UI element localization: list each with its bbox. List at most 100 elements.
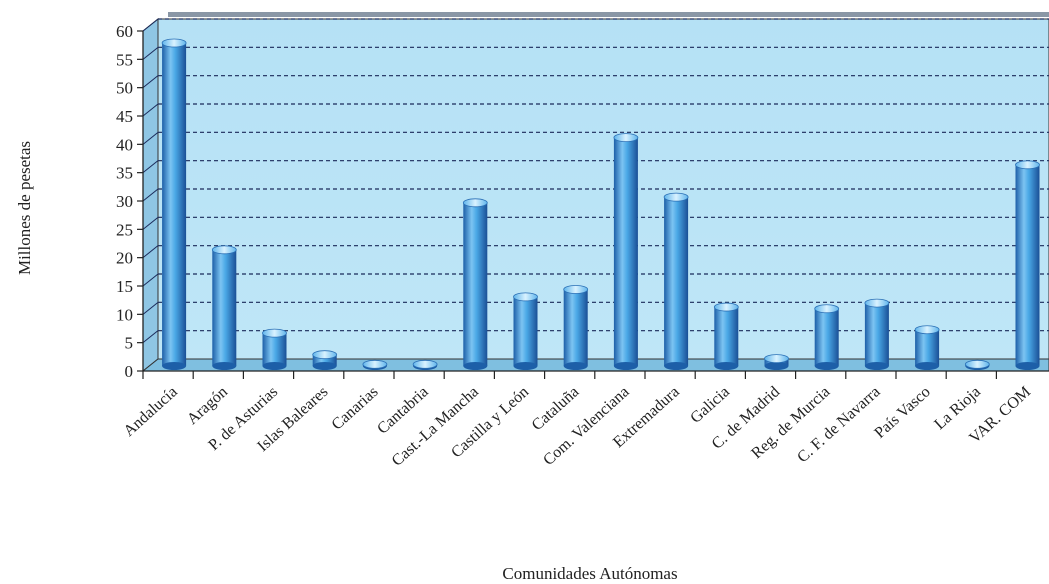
bar-cap xyxy=(211,245,237,255)
y-axis-title: Millones de pesetas xyxy=(15,141,34,275)
gridline-diagonal xyxy=(142,216,159,230)
x-tick-label: Andalucía xyxy=(121,383,181,440)
bar-base xyxy=(915,362,940,370)
bar-body xyxy=(312,354,337,366)
bar-cap xyxy=(362,359,388,369)
x-tick-label: Canarias xyxy=(329,383,382,433)
bar-base xyxy=(714,362,739,370)
bar-cap xyxy=(663,192,689,202)
bar-body xyxy=(714,307,739,366)
y-tick-label: 50 xyxy=(116,79,133,98)
x-tick-label: Aragón xyxy=(184,383,231,428)
bar xyxy=(161,38,187,370)
y-tick-label: 35 xyxy=(116,164,133,183)
bar-base xyxy=(563,362,588,370)
bar-cap xyxy=(814,304,840,314)
bar xyxy=(513,292,538,370)
x-axis-title: Comunidades Autónomas xyxy=(502,564,677,583)
x-tick-label: Galicia xyxy=(687,383,733,427)
y-tick-label: 20 xyxy=(116,249,133,268)
bar-body xyxy=(162,43,187,366)
bar xyxy=(663,192,689,370)
bar xyxy=(462,198,488,370)
y-tick-label: 45 xyxy=(116,107,133,126)
bars xyxy=(161,38,1040,370)
bar-cap xyxy=(613,133,639,143)
bar-cap xyxy=(764,354,789,364)
bar-cap xyxy=(513,292,538,302)
bar xyxy=(412,359,438,370)
bar-cap xyxy=(914,325,940,335)
bar-base xyxy=(513,362,538,370)
bar-base xyxy=(1015,362,1040,370)
gridline-diagonal xyxy=(142,131,159,145)
gridline-diagonal xyxy=(142,75,159,89)
y-tick-label: 25 xyxy=(116,220,133,239)
gridline-diagonal xyxy=(142,46,159,60)
bar-body xyxy=(814,308,839,366)
bar-base xyxy=(162,362,187,370)
x-tick-label: Com. Valenciana xyxy=(540,383,632,469)
bar-body xyxy=(463,202,488,366)
bar-body xyxy=(664,197,689,366)
bar-base xyxy=(613,362,638,370)
bar-body xyxy=(1015,164,1040,366)
y-tick-label: 10 xyxy=(116,305,133,324)
bar-body xyxy=(212,249,237,366)
bar-cap xyxy=(462,198,488,208)
bar-body xyxy=(864,303,889,366)
bar xyxy=(262,328,287,370)
gridline-diagonal xyxy=(142,301,159,315)
bar-base xyxy=(864,362,889,370)
y-tick-label: 0 xyxy=(125,362,134,381)
bar xyxy=(764,354,789,370)
bar-body xyxy=(613,137,638,366)
gridlines xyxy=(142,18,1049,344)
bar-body xyxy=(563,289,588,366)
plot-area: 0 5 10 15 20 25 30 35 40 45 50 55 60 Andalucía Aragón… xyxy=(116,12,1049,470)
y-tick-label: 40 xyxy=(116,135,133,154)
bar xyxy=(211,245,237,370)
top-band xyxy=(168,12,1049,17)
y-tick-label: 5 xyxy=(125,334,134,353)
y-tick-label: 60 xyxy=(116,22,133,41)
bar-body xyxy=(915,329,940,366)
bar xyxy=(713,302,739,370)
bar-cap xyxy=(161,38,187,48)
gridline-diagonal xyxy=(142,273,159,287)
gridline-diagonal xyxy=(142,245,159,259)
bar xyxy=(312,350,338,370)
x-tick-label: País Vasco xyxy=(871,383,933,442)
bar xyxy=(1015,160,1040,370)
bar xyxy=(964,359,990,370)
gridline-diagonal xyxy=(142,188,159,202)
bar-cap xyxy=(713,302,739,312)
bar-base xyxy=(262,362,287,370)
bar-cap xyxy=(864,298,890,308)
bar-cap xyxy=(262,328,287,338)
bar-cap xyxy=(412,359,438,369)
bar xyxy=(613,133,639,370)
bar-base xyxy=(463,362,488,370)
bar-cap xyxy=(312,350,338,360)
x-tick-label: Cast.-La Mancha xyxy=(389,383,482,469)
bar xyxy=(914,325,940,370)
bar-base xyxy=(764,362,789,370)
bar-cap xyxy=(1015,160,1040,170)
gridline-diagonal xyxy=(142,18,159,32)
y-tick-label: 30 xyxy=(116,192,133,211)
bar-base xyxy=(212,362,237,370)
bar xyxy=(362,359,388,370)
bar xyxy=(563,285,589,370)
bar xyxy=(814,304,840,370)
gridline-diagonal xyxy=(142,103,159,117)
bar-body xyxy=(513,296,538,366)
bar xyxy=(864,298,890,370)
bar-body xyxy=(262,333,287,366)
gridline-diagonal xyxy=(142,330,159,344)
bar-base xyxy=(814,362,839,370)
y-tick-label: 55 xyxy=(116,50,133,69)
gridline-diagonal xyxy=(142,160,159,174)
